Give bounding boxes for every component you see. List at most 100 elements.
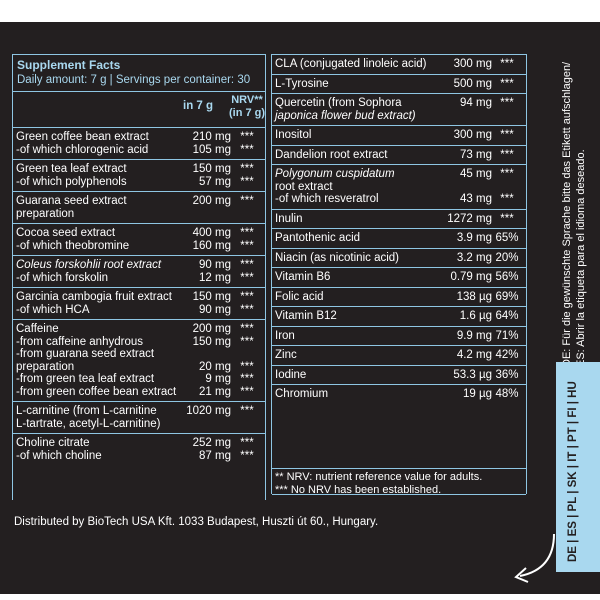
facts-row: Green tea leaf extract -of which polyphen…	[13, 159, 265, 192]
facts-row: L-carnitine (from L-carnitine L-tartrate,…	[13, 401, 265, 434]
facts-row: Zinc 4.2 mg 42%	[272, 345, 526, 366]
amount-value: 200 mg	[192, 195, 231, 207]
ingredient-name: L-carnitine (from L-carnitine L-tartrate,…	[16, 405, 161, 430]
amount-value: 45 mg 43 mg	[460, 168, 492, 205]
amount-value: 94 mg	[460, 97, 492, 109]
facts-header: Supplement Facts Daily amount: 7 g | Ser…	[13, 54, 265, 128]
ingredient-name: L-Tyrosine	[275, 77, 329, 90]
amount-value: 3.2 mg	[456, 251, 492, 264]
ingredient-name: Guarana seed extract preparation	[16, 195, 127, 220]
ingredient-name: Vitamin B6	[275, 271, 331, 283]
amount-value: 150 mg 57 mg	[192, 163, 231, 188]
ingredient-name: Inulin	[275, 212, 303, 225]
facts-subtitle: Daily amount: 7 g | Servings per contain…	[17, 74, 251, 86]
nrv-value: ***	[240, 195, 254, 207]
amount-value: 9.9 mg	[456, 329, 492, 342]
amount-value: 300 mg	[453, 129, 492, 141]
amount-value: 0.79 mg	[450, 271, 492, 283]
amount-column-header: in 7 g	[183, 100, 214, 112]
nrv-value: 42%	[495, 349, 519, 361]
nrv-value: 56%	[495, 271, 519, 283]
footnote-nrv: ** NRV: nutrient reference value for adu…	[275, 471, 483, 483]
ingredient-name: Cocoa seed extract -of which theobromine	[16, 227, 130, 252]
nrv-value: *** ***	[240, 291, 254, 316]
facts-row: Iron 9.9 mg 71%	[272, 325, 526, 347]
ingredient-name: Niacin (as nicotinic acid)	[275, 251, 399, 264]
nrv-value: *** *** *** *** ***	[240, 323, 254, 398]
facts-row: Vitamin B6 0.79 mg 56%	[272, 267, 526, 288]
nrv-value: 69%	[495, 290, 519, 303]
amount-value: 1272 mg	[447, 212, 492, 225]
facts-row: Inositol 300 mg ***	[272, 125, 526, 146]
nrv-value: 20%	[495, 251, 519, 264]
amount-value: 90 mg 12 mg	[199, 259, 231, 284]
facts-row: Choline citrate -of which choline 252 mg 87…	[13, 433, 265, 466]
nrv-value: ***	[240, 405, 254, 417]
footnotes: ** NRV: nutrient reference value for adu…	[272, 468, 526, 496]
facts-row: Green coffee bean extract -of which chlor…	[13, 127, 265, 160]
ingredient-name: Garcinia cambogia fruit extract -of which…	[16, 291, 172, 316]
facts-row: Coleus forskohlii root extract -of which …	[13, 255, 265, 288]
facts-row: Garcinia cambogia fruit extract -of which…	[13, 287, 265, 320]
nrv-value: ***	[500, 129, 514, 141]
ingredient-name: Folic acid	[275, 290, 324, 303]
facts-row: Chromium 19 µg 48%	[272, 384, 526, 405]
facts-row: Iodine 53.3 µg 36%	[272, 364, 526, 386]
ingredient-name: Green tea leaf extract -of which polyphen…	[16, 163, 127, 188]
facts-row: L-Tyrosine 500 mg ***	[272, 73, 526, 95]
amount-value: 300 mg	[453, 58, 492, 70]
facts-row: Inulin 1272 mg ***	[272, 208, 526, 230]
amount-value: 19 µg	[462, 388, 492, 400]
ingredient-name: Dandelion root extract	[275, 148, 388, 161]
amount-value: 138 µg	[456, 290, 492, 303]
nrv-value: 65%	[495, 232, 519, 244]
nrv-value: ***	[500, 148, 514, 161]
amount-value: 400 mg 160 mg	[192, 227, 231, 252]
ingredient-name: Zinc	[275, 349, 297, 361]
facts-row: Polygonum cuspidatum root extract -of whic…	[272, 164, 526, 210]
nrv-value: *** ***	[240, 259, 254, 284]
amount-value: 1.6 µg	[459, 310, 492, 322]
ingredient-name: Polygonum cuspidatum root extract -of whic…	[275, 168, 395, 205]
facts-row: Quercetin (from Sophora japonica flower b…	[272, 93, 526, 126]
facts-row: Caffeine -from caffeine anhydrous -from gu…	[13, 319, 265, 402]
nrv-value: *** ***	[240, 437, 254, 462]
amount-value: 200 mg 150 mg 20 mg 9 mg 21 mg	[192, 323, 231, 398]
nrv-value: ***	[500, 58, 514, 70]
facts-row: Pantothenic acid 3.9 mg 65%	[272, 228, 526, 249]
nrv-value: 64%	[495, 310, 519, 322]
amount-value: 210 mg 105 mg	[192, 131, 231, 156]
nrv-value: *** ***	[500, 168, 514, 205]
facts-row: Vitamin B12 1.6 µg 64%	[272, 306, 526, 327]
facts-row: Guarana seed extract preparation 200 mg ***	[13, 191, 265, 224]
nrv-value: *** ***	[240, 163, 254, 188]
distributor-text: Distributed by BioTech USA Kft. 1033 Bud…	[14, 516, 379, 528]
side-note-de: DE: Für die gewünschte Sprache bitte das…	[561, 61, 573, 367]
amount-value: 73 mg	[460, 148, 492, 161]
amount-value: 3.9 mg	[456, 232, 492, 244]
nrv-value: ***	[500, 212, 514, 225]
facts-title: Supplement Facts	[17, 58, 121, 72]
amount-value: 500 mg	[453, 77, 492, 90]
amount-value: 1020 mg	[186, 405, 231, 417]
amount-value: 252 mg 87 mg	[192, 437, 231, 462]
amount-value: 4.2 mg	[456, 349, 492, 361]
language-tab: DE | ES | PL | SK | IT | PT | FI | HU	[556, 362, 600, 572]
facts-row: Folic acid 138 µg 69%	[272, 286, 526, 308]
facts-row: Niacin (as nicotinic acid) 3.2 mg 20%	[272, 247, 526, 269]
nrv-value: *** ***	[240, 131, 254, 156]
ingredient-name: Quercetin (from Sophora japonica flower b…	[275, 97, 416, 122]
side-note-es: ES: Abrir la etiqueta para el idioma des…	[575, 149, 587, 367]
language-list: DE | ES | PL | SK | IT | PT | FI | HU	[567, 381, 579, 562]
fold-arrow-icon	[514, 534, 555, 583]
ingredient-name: Iodine	[275, 368, 307, 381]
right-facts-table: CLA (conjugated linoleic acid) 300 mg *** L…	[271, 54, 527, 496]
ingredient-name: Coleus forskohlii root extract -of which …	[16, 259, 162, 284]
ingredient-name: Pantothenic acid	[275, 232, 361, 244]
ingredient-name: Vitamin B12	[275, 310, 337, 322]
ingredient-name: Chromium	[275, 388, 329, 400]
ingredient-name: Green coffee bean extract -of which chlor…	[16, 131, 149, 156]
ingredient-name: Caffeine -from caffeine anhydrous -from gu…	[16, 323, 177, 398]
label-panel: Supplement Facts Daily amount: 7 g | Ser…	[0, 22, 600, 594]
facts-row: CLA (conjugated linoleic acid) 300 mg ***	[272, 54, 526, 75]
